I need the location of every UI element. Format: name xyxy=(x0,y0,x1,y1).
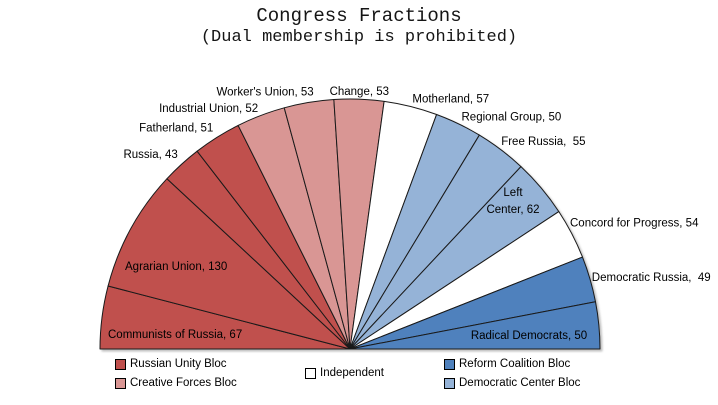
wedge-label-concord-for-progress: Concord for Progress, 54 xyxy=(570,218,699,230)
wedge-labels-layer: Communists of Russia, 67 Agrarian Union, … xyxy=(108,86,711,342)
legend-swatch-russian-unity-bloc-icon xyxy=(115,358,126,370)
legend-item-creative-forces-bloc: Creative Forces Bloc xyxy=(115,376,237,390)
chart-title: Congress Fractions xyxy=(256,5,462,27)
legend-label-russian-unity-bloc: Russian Unity Bloc xyxy=(130,358,227,370)
wedge-label-free-russia: Free Russia, 55 xyxy=(501,136,585,148)
legend-swatch-creative-forces-bloc-icon xyxy=(115,377,126,389)
legend-label-democratic-center-bloc: Democratic Center Bloc xyxy=(459,377,581,389)
wedge-label-left-center: Left Center, 62 xyxy=(486,187,539,216)
wedge-label-democratic-russia: Democratic Russia, 49 xyxy=(592,272,711,284)
wedge-label-industrial-union: Industrial Union, 52 xyxy=(159,103,258,115)
wedge-label-communists-of-russia: Communists of Russia, 67 xyxy=(108,329,242,341)
legend-swatch-independent-icon xyxy=(305,367,316,379)
wedge-label-agrarian-union: Agrarian Union, 130 xyxy=(125,261,227,273)
legend-swatch-reform-coalition-bloc-icon xyxy=(444,358,455,370)
legend-label-reform-coalition-bloc: Reform Coalition Bloc xyxy=(459,358,571,370)
wedge-label-worker-s-union: Worker's Union, 53 xyxy=(216,87,313,99)
legend-item-russian-unity-bloc: Russian Unity Bloc xyxy=(115,357,227,371)
legend-swatch-democratic-center-bloc-icon xyxy=(444,377,455,389)
wedge-agrarian-union xyxy=(107,178,351,350)
wedge-label-russia: Russia, 43 xyxy=(123,149,177,161)
wedges-layer xyxy=(99,98,601,350)
legend-item-reform-coalition-bloc: Reform Coalition Bloc xyxy=(444,357,570,371)
chart-title-block: Congress Fractions (Dual membership is p… xyxy=(0,5,718,48)
wedge-label-motherland: Motherland, 57 xyxy=(412,94,489,106)
wedge-radical-democrats xyxy=(349,301,601,350)
legend-item-democratic-center-bloc: Democratic Center Bloc xyxy=(444,376,580,390)
wedge-label-change: Change, 53 xyxy=(330,86,389,98)
wedge-label-regional-group: Regional Group, 50 xyxy=(462,112,562,124)
legend-item-independent: Independent xyxy=(305,366,384,380)
legend-label-creative-forces-bloc: Creative Forces Bloc xyxy=(130,377,237,389)
legend-label-independent: Independent xyxy=(320,367,384,379)
wedge-label-fatherland: Fatherland, 51 xyxy=(139,122,213,134)
wedge-label-radical-democrats: Radical Democrats, 50 xyxy=(471,330,587,342)
chart-subtitle: (Dual membership is prohibited) xyxy=(200,28,518,47)
